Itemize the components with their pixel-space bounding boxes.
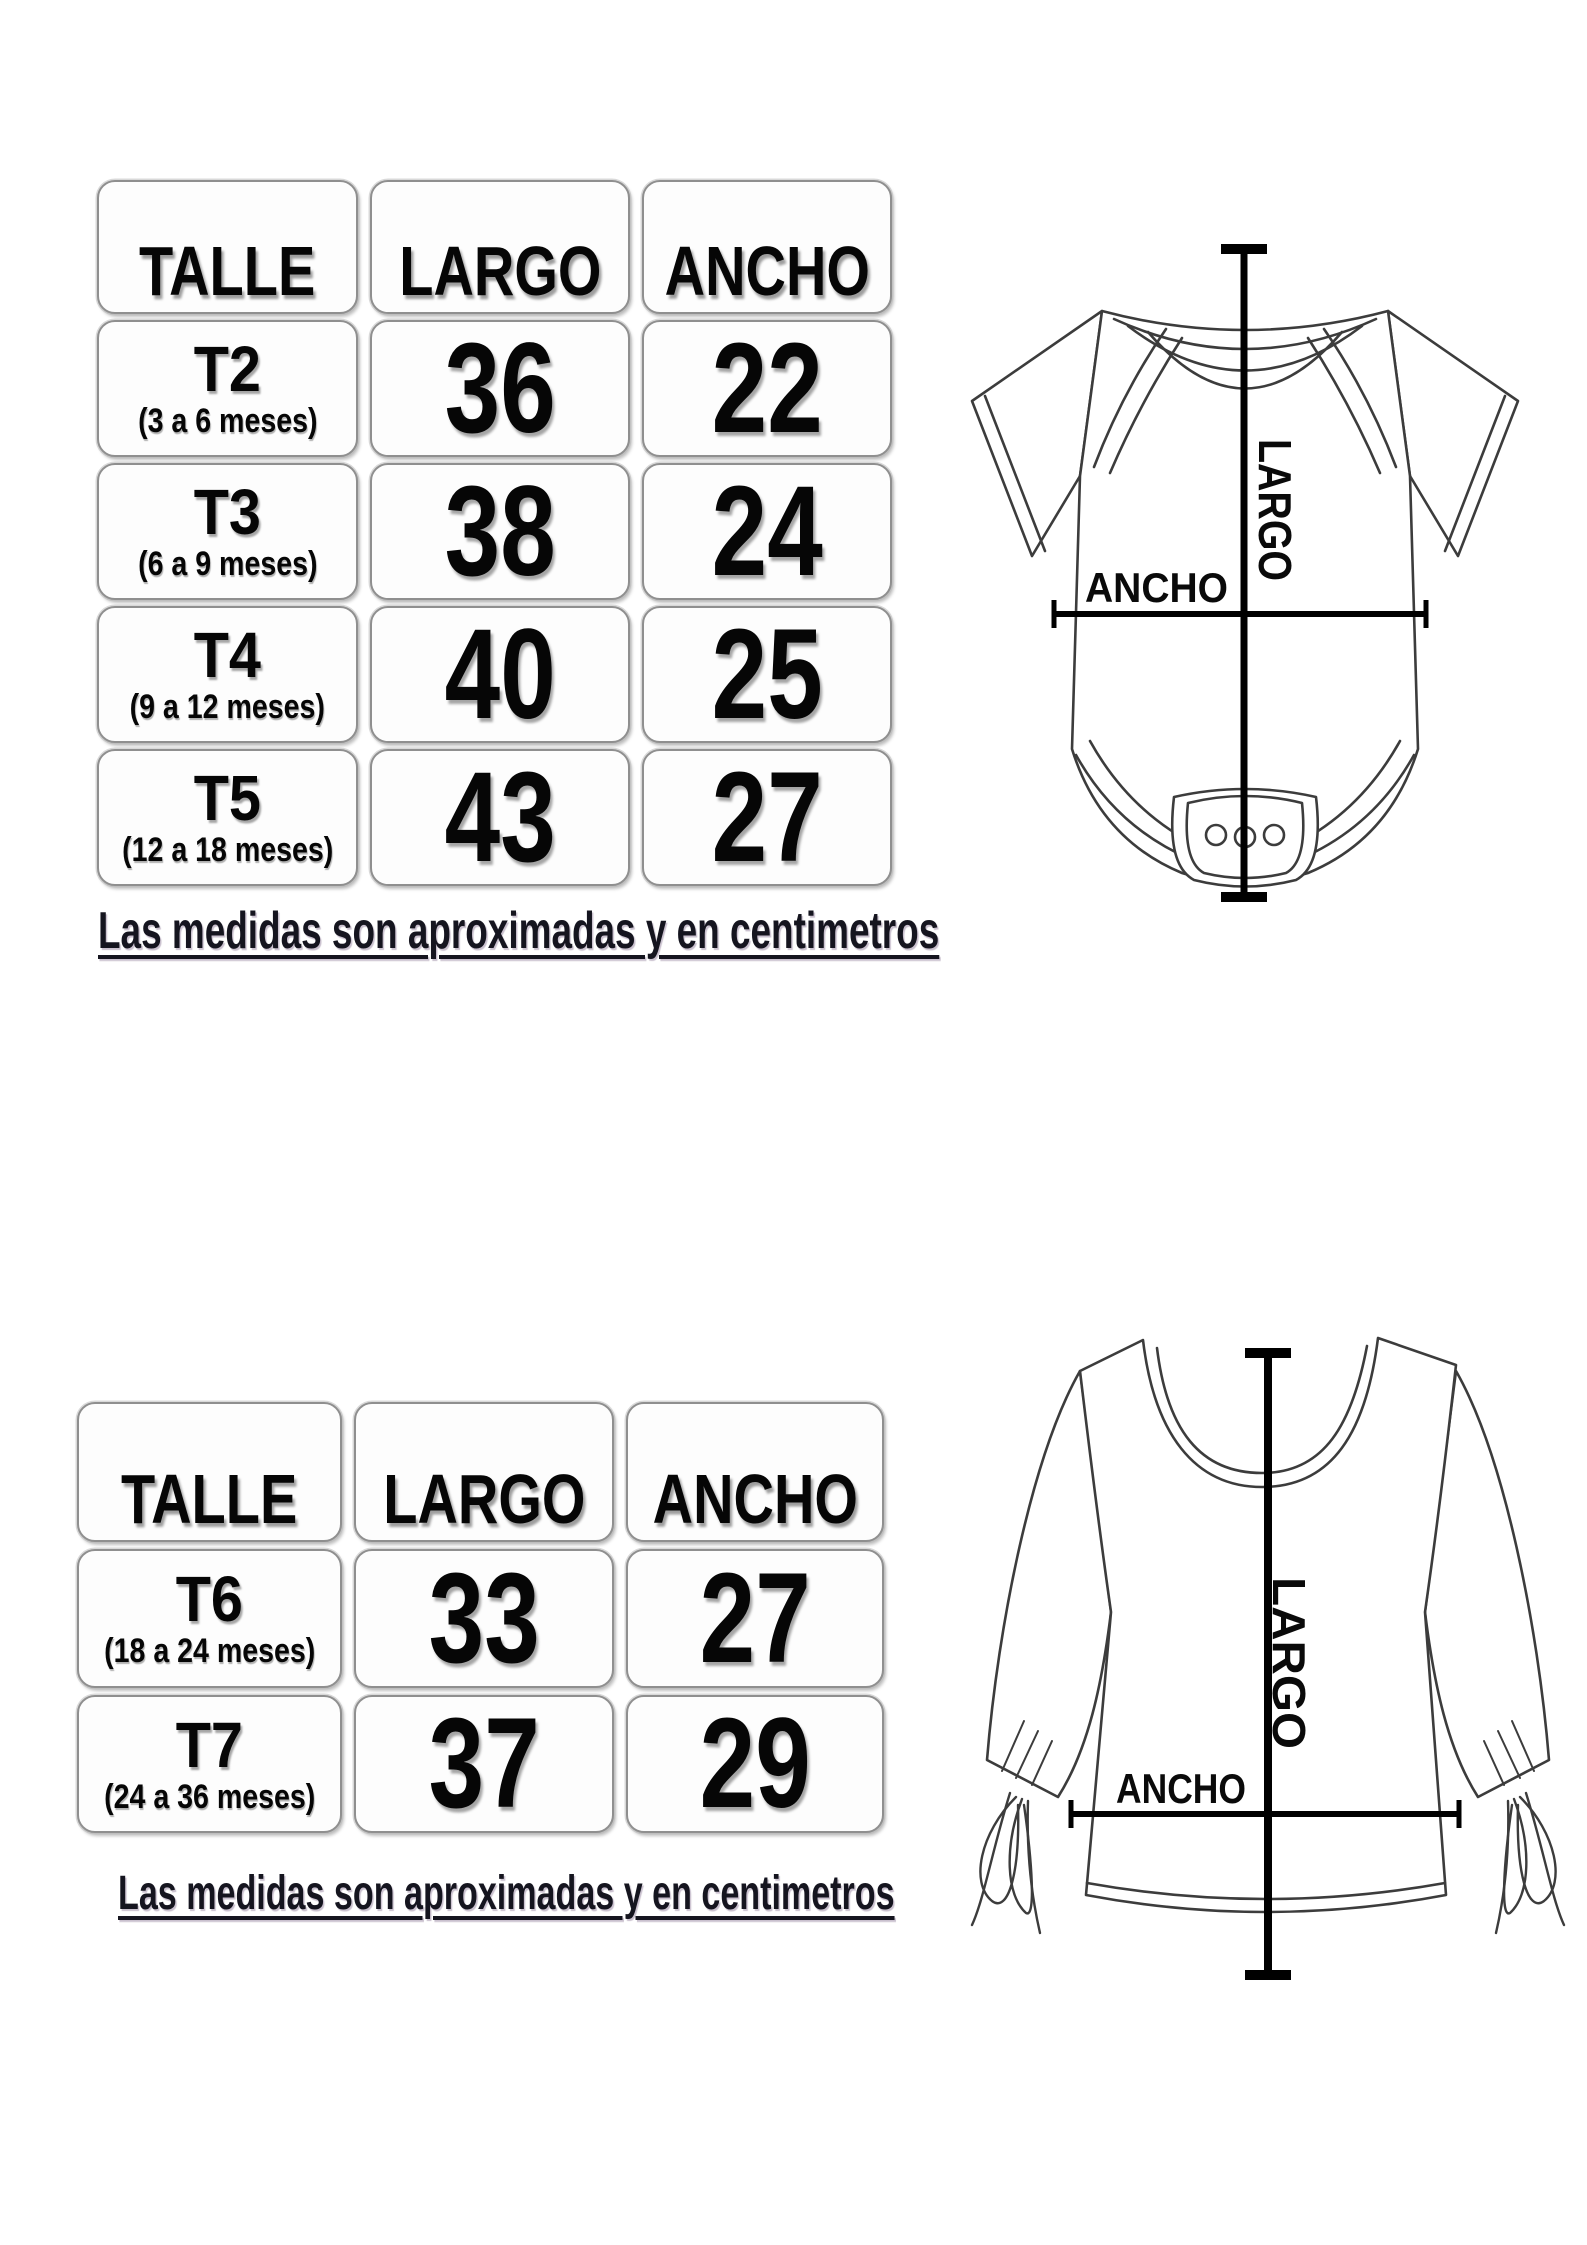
largo-value: 43 — [444, 749, 556, 886]
bodysuit-drawing-icon: LARGO ANCHO — [970, 244, 1520, 902]
largo-value: 36 — [444, 320, 556, 457]
ancho-value: 22 — [711, 320, 823, 457]
table-cell-largo: 37 — [354, 1695, 614, 1833]
table-cell-ancho: 27 — [626, 1549, 884, 1688]
table-row-size-cell: T4 (9 a 12 meses) — [97, 606, 358, 743]
ancho-value: 27 — [711, 749, 823, 886]
size-code: T4 — [193, 619, 262, 692]
top-drawing-icon: LARGO ANCHO — [970, 1336, 1566, 1980]
table-cell-largo: 43 — [370, 749, 630, 886]
ancho-value: 24 — [711, 463, 823, 600]
table-row-size-cell: T3 (6 a 9 meses) — [97, 463, 358, 600]
largo-value: 37 — [428, 1695, 540, 1833]
ancho-value: 25 — [711, 606, 823, 743]
largo-label: LARGO — [1249, 439, 1301, 581]
column-header: ANCHO — [664, 231, 870, 310]
top-right-sleeve — [1423, 1369, 1551, 1799]
size-table-bodysuit: TALLE LARGO ANCHO T2 (3 a 6 meses) 36 22… — [97, 180, 892, 886]
table-cell-ancho: 24 — [642, 463, 892, 600]
column-header: ANCHO — [652, 1459, 858, 1538]
largo-label: LARGO — [1263, 1577, 1315, 1749]
table-row-size-cell: T5 (12 a 18 meses) — [97, 749, 358, 886]
largo-value: 38 — [444, 463, 556, 600]
header-cell-ancho: ANCHO — [626, 1402, 884, 1542]
table-row-size-cell: T2 (3 a 6 meses) — [97, 320, 358, 457]
column-header: TALLE — [139, 231, 316, 310]
table-cell-largo: 36 — [370, 320, 630, 457]
table-cell-largo: 40 — [370, 606, 630, 743]
table-cell-ancho: 29 — [626, 1695, 884, 1833]
size-code: T6 — [175, 1563, 244, 1636]
header-cell-ancho: ANCHO — [642, 180, 892, 314]
header-cell-largo: LARGO — [370, 180, 630, 314]
table-cell-largo: 33 — [354, 1549, 614, 1688]
table-cell-ancho: 22 — [642, 320, 892, 457]
size-code: T3 — [193, 476, 262, 549]
table-row-size-cell: T7 (24 a 36 meses) — [77, 1695, 342, 1833]
header-cell-talle: TALLE — [77, 1402, 342, 1542]
column-header: LARGO — [398, 231, 602, 310]
largo-value: 33 — [428, 1549, 540, 1688]
size-code: T5 — [193, 762, 262, 835]
top-measurement-diagram: LARGO ANCHO — [940, 1335, 1587, 1995]
ancho-label: ANCHO — [1116, 1765, 1246, 1812]
size-code: T7 — [175, 1708, 244, 1781]
column-header: LARGO — [382, 1459, 586, 1538]
size-age-range: (9 a 12 meses) — [129, 688, 326, 727]
snap-button — [1204, 823, 1228, 847]
top-left-sleeve — [985, 1369, 1113, 1799]
measurements-note: Las medidas son aproximadas y en centime… — [118, 1867, 895, 1920]
size-age-range: (24 a 36 meses) — [103, 1777, 316, 1816]
header-cell-talle: TALLE — [97, 180, 358, 314]
measurements-note: Las medidas son aproximadas y en centime… — [98, 902, 940, 960]
column-header: TALLE — [121, 1459, 298, 1538]
ancho-label: ANCHO — [1085, 564, 1228, 611]
header-cell-largo: LARGO — [354, 1402, 614, 1542]
table-cell-ancho: 27 — [642, 749, 892, 886]
snap-button — [1262, 823, 1286, 847]
table-cell-largo: 38 — [370, 463, 630, 600]
bodysuit-measurement-diagram: LARGO ANCHO — [950, 225, 1587, 915]
largo-value: 40 — [444, 606, 556, 743]
size-age-range: (12 a 18 meses) — [121, 831, 334, 870]
ancho-value: 29 — [699, 1695, 811, 1833]
size-age-range: (3 a 6 meses) — [137, 402, 318, 441]
size-code: T2 — [193, 333, 262, 406]
size-age-range: (6 a 9 meses) — [137, 545, 318, 584]
size-table-top: TALLE LARGO ANCHO T6 (18 a 24 meses) 33 … — [77, 1402, 884, 1833]
size-age-range: (18 a 24 meses) — [103, 1632, 316, 1671]
ancho-value: 27 — [699, 1549, 811, 1688]
table-cell-ancho: 25 — [642, 606, 892, 743]
onesie-right-cuff-band — [1443, 394, 1507, 553]
onesie-left-cuff-band — [983, 394, 1047, 553]
table-row-size-cell: T6 (18 a 24 meses) — [77, 1549, 342, 1688]
